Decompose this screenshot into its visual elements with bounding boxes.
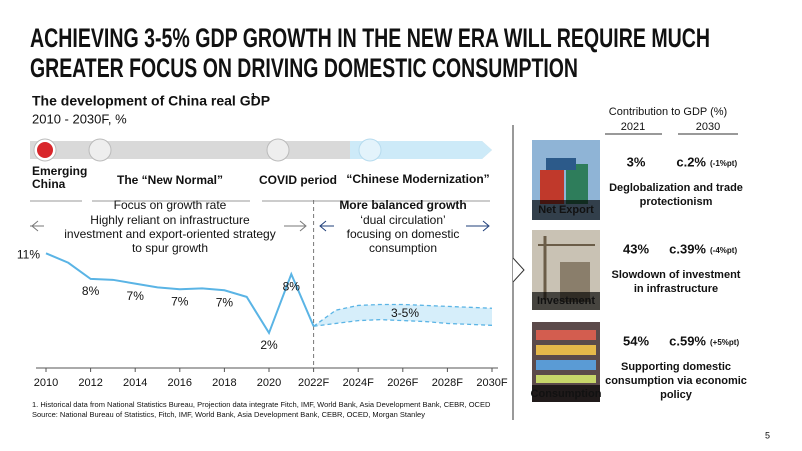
footnote: 1. Historical data from National Statist… [32,400,491,409]
description: policy [660,389,693,401]
change: (+5%pt) [710,338,739,347]
footnote: Source: National Bureau of Statistics, F… [32,410,425,419]
data-label: 7% [171,294,189,308]
note-text: investment and export-oriented strategy [64,227,275,241]
arrow [482,220,490,232]
note-text: Highly reliant on infrastructure [90,213,250,227]
value-2030: c.59% [669,333,706,348]
change: (-1%pt) [710,159,737,168]
image-caption-bg [532,385,600,402]
year: 2030 [696,121,720,133]
timeline-bar-future [350,141,492,159]
forecast-edge [313,318,493,327]
chevron [512,257,525,283]
x-tick-label: 2022F [298,377,329,389]
phase-label: The “New Normal” [117,173,223,187]
x-tick-label: 2026F [387,377,418,389]
gdp-line [45,252,315,336]
image-caption-bg [532,292,600,310]
data-label: 7% [216,295,234,309]
x-tick-label: 2024F [343,377,374,389]
arrow [31,220,39,232]
forecast-edge [313,303,493,327]
data-label: 7% [127,289,145,303]
title: ACHIEVING 3-5% GDP GROWTH IN THE NEW ERA… [30,23,710,53]
value-2021: 3% [627,154,646,169]
note-heading: More balanced growth [339,198,466,212]
phase-label: Emerging [32,164,87,178]
description: consumption via economic [605,375,747,387]
arrow [299,220,307,232]
value-2030: c.2% [676,154,706,169]
phase-label: China [32,177,66,191]
arrow [319,220,327,232]
x-tick-label: 2010 [34,377,58,389]
image-caption: Net Export [538,204,594,216]
subtitle-note: 1 [251,92,256,101]
icon [88,138,112,162]
note-text: to spur growth [132,241,208,255]
image-caption: Investment [537,295,595,307]
data-label: 8% [283,279,301,293]
value-2030: c.39% [669,241,706,256]
subtitle: The development of China real GDP [32,93,270,109]
page-number: 5 [765,430,770,440]
data-label: 2% [260,338,278,352]
x-tick-label: 2014 [123,377,147,389]
band-label: 3-5% [391,306,419,320]
description: in infrastructure [634,283,718,295]
x-tick-label: 2016 [168,377,192,389]
year: 2021 [621,121,645,133]
data-label: 8% [82,284,100,298]
table-title: Contribution to GDP (%) [609,106,727,118]
phase-label: “Chinese Modernization” [346,172,489,186]
icon [266,138,290,162]
x-tick-label: 2018 [212,377,236,389]
x-tick-label: 2030F [476,377,507,389]
forecast-band [313,304,492,327]
note-text: focusing on domestic [347,227,460,241]
phase-label: COVID period [259,173,337,187]
description: Supporting domestic [621,361,731,373]
value-2021: 54% [623,333,649,348]
note-text: ‘dual circulation’ [360,213,445,227]
x-tick-label: 2012 [78,377,102,389]
change: (-4%pt) [710,246,737,255]
data-label: 11% [17,247,40,261]
period: 2010 - 2030F, % [32,111,127,126]
image-caption: Consumption [531,388,602,400]
description: Deglobalization and trade [609,182,743,194]
note-heading: Focus on growth rate [114,198,227,212]
x-tick-label: 2020 [257,377,281,389]
title: GREATER FOCUS ON DRIVING DOMESTIC CONSUM… [30,53,578,83]
note-text: consumption [369,241,437,255]
flag-icon [37,142,53,158]
description: protectionism [640,196,713,208]
image-caption-bg [532,200,600,220]
icon [358,138,382,162]
value-2021: 43% [623,241,649,256]
x-tick-label: 2028F [432,377,463,389]
description: Slowdown of investment [612,269,741,281]
